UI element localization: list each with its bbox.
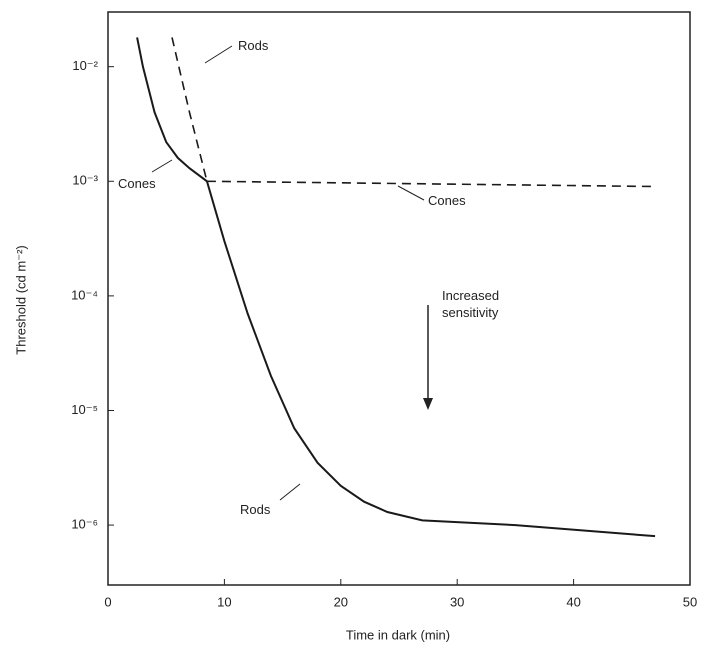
leader-line xyxy=(280,484,300,500)
x-tick-label: 20 xyxy=(334,594,348,609)
chart: Time in dark (min) Threshold (cd m⁻²) 0 1… xyxy=(0,0,702,651)
y-tick-label: 10⁻³ xyxy=(72,173,98,188)
data-line xyxy=(172,37,207,181)
y-tick-label: 10⁻² xyxy=(72,58,98,73)
data-line xyxy=(137,37,655,536)
x-tick-label: 50 xyxy=(683,594,697,609)
x-tick-label: 0 xyxy=(104,594,111,609)
annotation: Rods xyxy=(240,501,320,518)
x-tick-label: 30 xyxy=(450,594,464,609)
y-axis-label: Threshold (cd m⁻²) xyxy=(13,245,28,354)
x-axis-label: Time in dark (min) xyxy=(346,627,450,642)
annotation: Increased sensitivity xyxy=(442,287,522,321)
leader-line xyxy=(398,186,424,200)
annotation: Cones xyxy=(428,192,508,209)
data-line xyxy=(207,181,655,186)
leader-line xyxy=(152,160,172,172)
leader-line xyxy=(205,46,232,63)
y-tick-label: 10⁻⁵ xyxy=(71,402,98,417)
y-tick-label: 10⁻⁶ xyxy=(71,517,98,532)
y-tick-label: 10⁻⁴ xyxy=(71,287,98,302)
x-tick-label: 40 xyxy=(566,594,580,609)
annotation: Rods xyxy=(238,37,318,54)
annotation: Cones xyxy=(118,175,198,192)
plot-frame xyxy=(108,12,690,585)
x-tick-label: 10 xyxy=(217,594,231,609)
arrow-head xyxy=(423,398,433,410)
page: Time in dark (min) Threshold (cd m⁻²) 0 1… xyxy=(0,0,702,651)
